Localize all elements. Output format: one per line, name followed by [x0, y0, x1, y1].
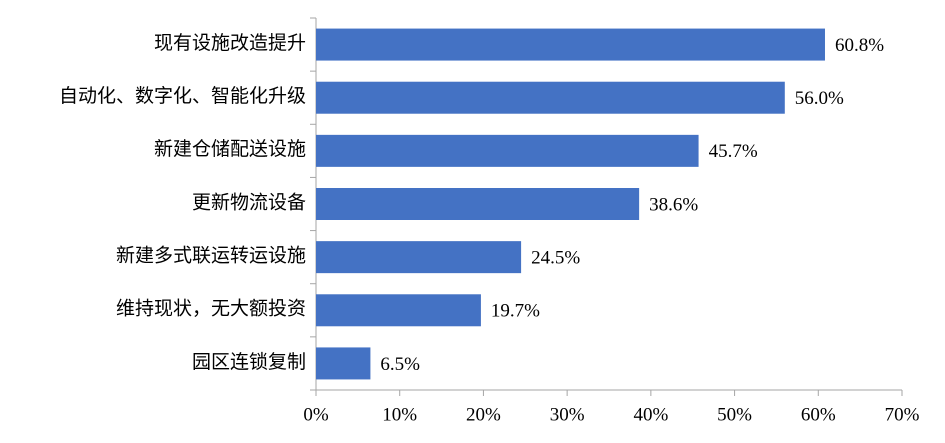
y-tick-label: 新建多式联运转运设施: [116, 245, 306, 267]
bar: [316, 188, 640, 220]
y-tick-label: 园区连锁复制: [192, 351, 306, 373]
bar: [316, 134, 699, 167]
x-tick-label: 30%: [550, 404, 585, 425]
x-tick-label: 70%: [885, 404, 920, 425]
y-tick-label: 维持现状，无大额投资: [116, 298, 306, 320]
value-label: 45.7%: [709, 141, 758, 162]
x-tick-label: 10%: [382, 404, 417, 425]
value-label: 56.0%: [795, 88, 844, 109]
x-tick-label: 40%: [633, 404, 668, 425]
y-tick-label: 现有设施改造提升: [154, 32, 306, 54]
x-tick-label: 0%: [303, 404, 329, 425]
x-tick-label: 50%: [717, 404, 752, 425]
y-tick-label: 新建仓储配送设施: [154, 138, 306, 160]
y-tick-label: 自动化、数字化、智能化升级: [59, 85, 306, 107]
bar: [316, 241, 522, 274]
value-label: 24.5%: [531, 248, 580, 269]
value-label: 6.5%: [380, 354, 420, 375]
value-label: 38.6%: [649, 194, 698, 215]
bar: [316, 294, 481, 327]
bar: [316, 28, 825, 61]
value-label: 19.7%: [491, 301, 540, 322]
x-tick-label: 20%: [466, 404, 501, 425]
y-tick-label: 更新物流设备: [192, 191, 306, 213]
x-tick-label: 60%: [801, 404, 836, 425]
value-label: 60.8%: [835, 35, 884, 56]
bar: [316, 347, 371, 380]
bar: [316, 81, 785, 114]
